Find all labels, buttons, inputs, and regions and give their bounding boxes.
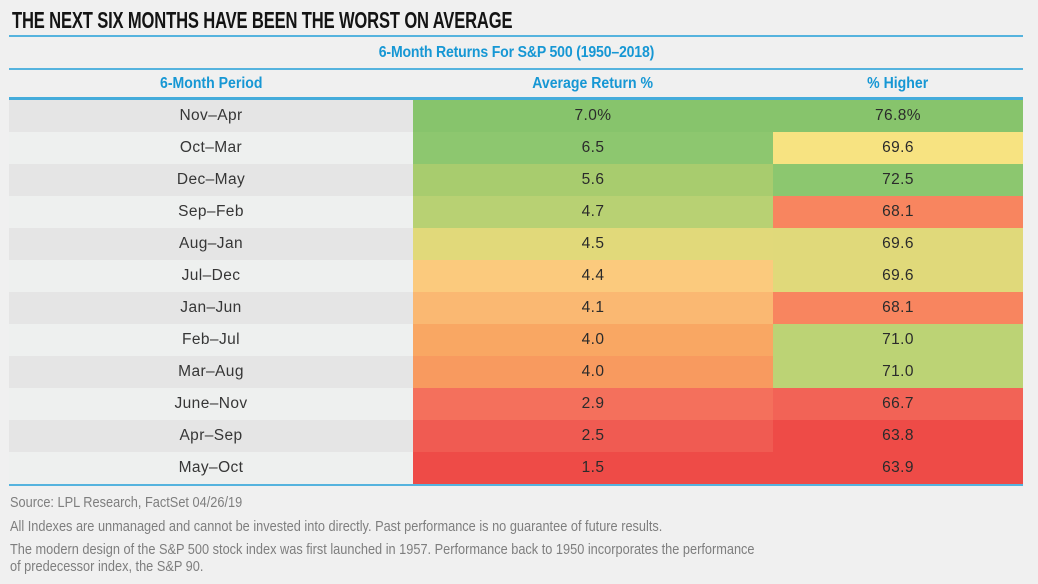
average-return-cell: 4.5 xyxy=(413,228,773,260)
period-cell: Nov–Apr xyxy=(9,100,413,132)
note-line-2: of predecessor index, the S&P 90. xyxy=(10,559,204,575)
period-cell: Oct–Mar xyxy=(9,132,413,164)
period-cell: Aug–Jan xyxy=(9,228,413,260)
average-return-cell: 4.1 xyxy=(413,292,773,324)
average-return-cell: 4.0 xyxy=(413,356,773,388)
table-row: Dec–May 5.6 72.5 xyxy=(9,164,1023,196)
pct-higher-cell: 68.1 xyxy=(773,196,1023,228)
period-cell: Sep–Feb xyxy=(9,196,413,228)
pct-higher-cell: 63.9 xyxy=(773,452,1023,484)
pct-higher-cell: 69.6 xyxy=(773,132,1023,164)
average-return-cell: 4.0 xyxy=(413,324,773,356)
average-return-cell: 4.7 xyxy=(413,196,773,228)
table-row: Sep–Feb 4.7 68.1 xyxy=(9,196,1023,228)
period-cell: Feb–Jul xyxy=(9,324,413,356)
pct-higher-cell: 68.1 xyxy=(773,292,1023,324)
table-row: Jul–Dec 4.4 69.6 xyxy=(9,260,1023,292)
average-return-cell: 2.9 xyxy=(413,388,773,420)
table-row: Aug–Jan 4.5 69.6 xyxy=(9,228,1023,260)
column-header-average-return: Average Return % xyxy=(532,74,654,92)
pct-higher-cell: 71.0 xyxy=(773,356,1023,388)
table-body: Nov–Apr 7.0% 76.8% Oct–Mar 6.5 69.6 Dec–May 5.6… xyxy=(9,100,1023,484)
footer: Source: LPL Research, FactSet 04/26/19 A… xyxy=(9,495,1023,576)
table-header-divider xyxy=(9,97,1023,100)
table-row: Apr–Sep 2.5 63.8 xyxy=(9,420,1023,452)
period-cell: Dec–May xyxy=(9,164,413,196)
column-header-row: 6-Month Period Average Return % % Higher xyxy=(9,70,1023,97)
pct-higher-cell: 69.6 xyxy=(773,228,1023,260)
period-cell: Apr–Sep xyxy=(9,420,413,452)
column-header-pct-higher: % Higher xyxy=(867,74,929,92)
pct-higher-cell: 63.8 xyxy=(773,420,1023,452)
table-bottom-divider xyxy=(9,484,1023,486)
period-cell: Jan–Jun xyxy=(9,292,413,324)
average-return-cell: 6.5 xyxy=(413,132,773,164)
table-row: May–Oct 1.5 63.9 xyxy=(9,452,1023,484)
note-text: The modern design of the S&P 500 stock i… xyxy=(9,542,1023,576)
period-cell: June–Nov xyxy=(9,388,413,420)
period-cell: Mar–Aug xyxy=(9,356,413,388)
average-return-cell: 2.5 xyxy=(413,420,773,452)
table-row: Feb–Jul 4.0 71.0 xyxy=(9,324,1023,356)
average-return-cell: 7.0% xyxy=(413,100,773,132)
average-return-cell: 5.6 xyxy=(413,164,773,196)
disclaimer-text: All Indexes are unmanaged and cannot be … xyxy=(10,519,663,535)
table-row: Mar–Aug 4.0 71.0 xyxy=(9,356,1023,388)
column-header-period: 6-Month Period xyxy=(159,74,263,92)
pct-higher-cell: 72.5 xyxy=(773,164,1023,196)
pct-higher-cell: 76.8% xyxy=(773,100,1023,132)
average-return-cell: 1.5 xyxy=(413,452,773,484)
table-title-text: 6-Month Returns For S&P 500 (1950–2018) xyxy=(378,43,654,61)
pct-higher-cell: 66.7 xyxy=(773,388,1023,420)
period-cell: Jul–Dec xyxy=(9,260,413,292)
title-divider xyxy=(9,35,1023,37)
pct-higher-cell: 69.6 xyxy=(773,260,1023,292)
average-return-cell: 4.4 xyxy=(413,260,773,292)
table-title: 6-Month Returns For S&P 500 (1950–2018) xyxy=(9,37,1023,68)
pct-higher-cell: 71.0 xyxy=(773,324,1023,356)
period-cell: May–Oct xyxy=(9,452,413,484)
table-row: Jan–Jun 4.1 68.1 xyxy=(9,292,1023,324)
table-row: Nov–Apr 7.0% 76.8% xyxy=(9,100,1023,132)
page-title: THE NEXT SIX MONTHS HAVE BEEN THE WORST … xyxy=(12,7,513,33)
table-row: Oct–Mar 6.5 69.6 xyxy=(9,132,1023,164)
note-line-1: The modern design of the S&P 500 stock i… xyxy=(10,542,755,558)
table-title-divider xyxy=(9,68,1023,70)
source-text: Source: LPL Research, FactSet 04/26/19 xyxy=(10,495,243,511)
table-row: June–Nov 2.9 66.7 xyxy=(9,388,1023,420)
